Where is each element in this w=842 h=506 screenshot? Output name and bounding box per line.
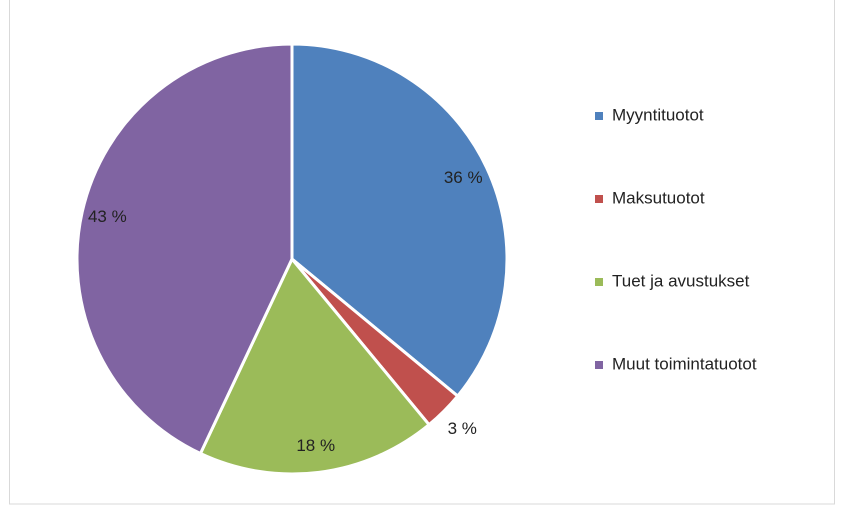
legend-marker — [595, 361, 603, 369]
legend-marker — [595, 112, 603, 120]
data-label: 43 % — [88, 207, 127, 226]
legend-marker — [595, 195, 603, 203]
legend-label: Muut toimintatuotot — [612, 354, 757, 373]
data-label: 3 % — [448, 419, 477, 438]
pie-slice — [290, 42, 509, 399]
data-label: 18 % — [296, 436, 335, 455]
legend-label: Tuet ja avustukset — [612, 271, 750, 290]
pie-slice — [75, 42, 294, 456]
legend-label: Maksutuotot — [612, 188, 705, 207]
pie-slice — [198, 256, 432, 476]
legend-marker — [595, 278, 603, 286]
legend-label: Myyntituotot — [612, 105, 704, 124]
data-label: 36 % — [444, 168, 483, 187]
